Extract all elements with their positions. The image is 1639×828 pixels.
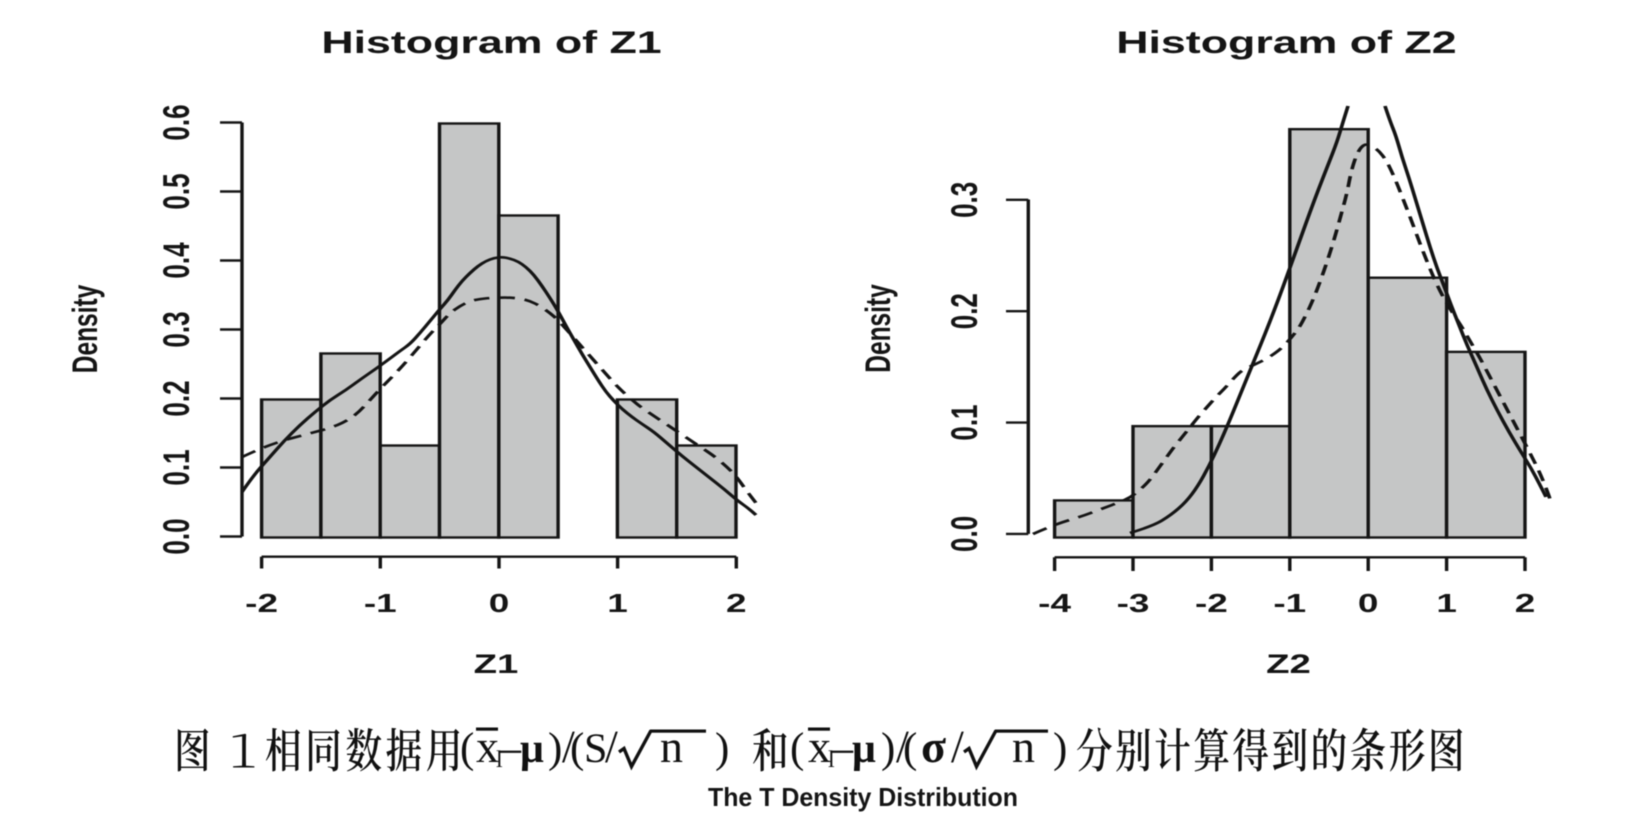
svg-text:2: 2 (726, 588, 747, 617)
svg-text:Z1: Z1 (474, 649, 519, 679)
svg-text:Density: Density (67, 285, 105, 374)
svg-text:0.5: 0.5 (155, 173, 197, 209)
svg-text:0: 0 (489, 588, 510, 617)
svg-text:0.4: 0.4 (155, 242, 197, 278)
svg-text:-1: -1 (364, 588, 397, 617)
svg-text:0.1: 0.1 (155, 449, 197, 485)
svg-text:-4: -4 (1038, 588, 1071, 617)
svg-text:-1: -1 (1273, 588, 1306, 617)
svg-text:1: 1 (1436, 588, 1457, 617)
svg-text:Histogram of Z1: Histogram of Z1 (321, 25, 661, 60)
svg-text:-3: -3 (1117, 588, 1150, 617)
svg-text:2: 2 (1515, 588, 1536, 617)
svg-text:The T Density Distribution: The T Density Distribution (708, 782, 1018, 812)
svg-text:Z2: Z2 (1266, 649, 1311, 679)
svg-text:0.3: 0.3 (155, 311, 197, 347)
svg-text:0: 0 (1358, 588, 1379, 617)
svg-text:0.1: 0.1 (943, 404, 985, 440)
svg-text:-2: -2 (245, 588, 278, 617)
svg-text:Histogram of Z2: Histogram of Z2 (1116, 25, 1456, 60)
svg-text:0.3: 0.3 (943, 182, 985, 218)
svg-text:0.0: 0.0 (943, 516, 985, 552)
svg-text:0.0: 0.0 (155, 518, 197, 554)
svg-text:1: 1 (607, 588, 628, 617)
svg-text:-2: -2 (1195, 588, 1228, 617)
svg-text:0.6: 0.6 (155, 104, 197, 140)
svg-text:0.2: 0.2 (943, 293, 985, 329)
svg-text:Density: Density (860, 284, 898, 373)
svg-text:0.2: 0.2 (155, 380, 197, 416)
